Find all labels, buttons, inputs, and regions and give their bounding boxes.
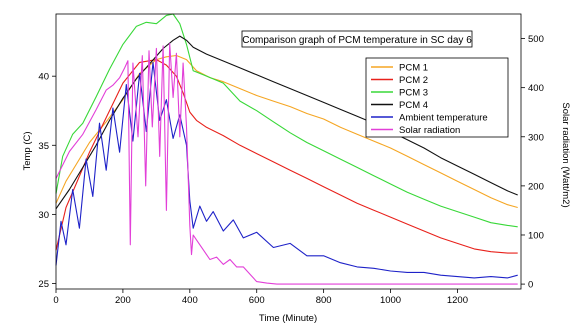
title-box: Comparison graph of PCM temperature in S…: [241, 30, 473, 48]
legend-label: PCM 1: [399, 63, 428, 74]
x-tick-label: 1200: [447, 295, 468, 306]
legend-label: Solar radiation: [399, 125, 460, 136]
chart-title: Comparison graph of PCM temperature in S…: [242, 35, 472, 46]
x-tick-label: 400: [182, 295, 198, 306]
x-tick-label: 1000: [380, 295, 401, 306]
series-line-pcm-3: [55, 13, 518, 228]
y2-tick-label: 100: [528, 230, 544, 241]
x-tick-label: 0: [53, 295, 58, 306]
plot-frame: [55, 13, 522, 290]
y2-tick-label: 200: [528, 181, 544, 192]
series-line-solar-radiation: [55, 42, 518, 285]
y-axis-label: Temp (C): [22, 131, 33, 170]
legend-label: PCM 3: [399, 88, 428, 99]
series-line-ambient-temperature: [55, 61, 518, 279]
y2-tick-label: 400: [528, 83, 544, 94]
axes-layer: 0 200 400 600 800 1000 12002530354001002003004…: [38, 34, 543, 306]
y2-axis-label: Solar radiation (Watt/m2): [560, 102, 571, 207]
x-tick-label: 600: [249, 295, 265, 306]
legend-label: Ambient temperature: [399, 113, 488, 124]
y-tick-label: 35: [38, 141, 49, 152]
y-tick-label: 25: [38, 279, 49, 290]
x-tick-label: 200: [115, 295, 131, 306]
x-tick-label: 800: [316, 295, 332, 306]
legend-label: PCM 4: [399, 100, 428, 111]
y2-tick-label: 0: [528, 280, 533, 291]
y2-tick-label: 500: [528, 34, 544, 45]
y-tick-label: 40: [38, 72, 49, 83]
x-axis-label: Time (Minute): [259, 313, 317, 323]
y2-tick-label: 300: [528, 132, 544, 143]
series-layer: [55, 13, 518, 285]
legend-box: [365, 57, 509, 138]
y-tick-label: 30: [38, 210, 49, 221]
legend-label: PCM 2: [399, 75, 428, 86]
